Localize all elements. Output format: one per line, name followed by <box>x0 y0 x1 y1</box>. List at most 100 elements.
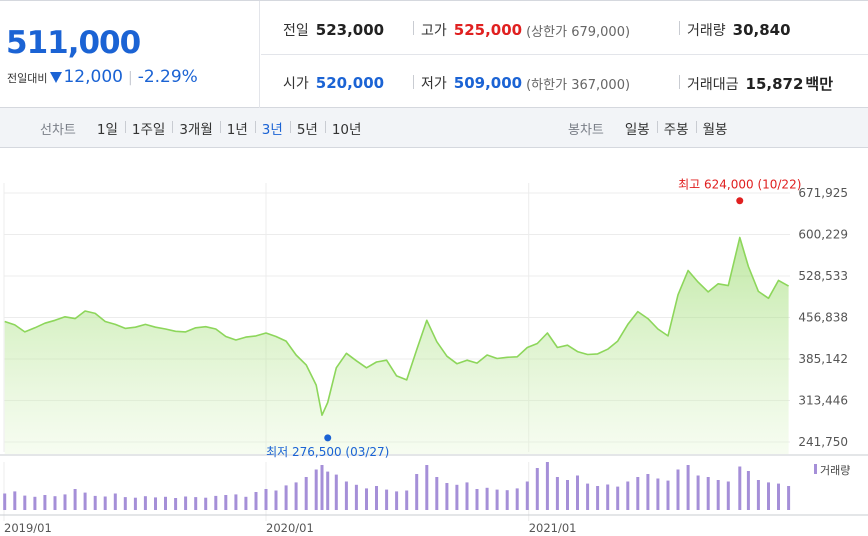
volume-bar <box>666 480 670 510</box>
volume-bar <box>103 496 107 510</box>
candle-chart-periods: 봉차트 일봉 주봉 월봉 <box>568 108 734 148</box>
stat-low: 저가 509,000 (하한가 367,000) <box>421 73 630 93</box>
volume-bar <box>425 465 429 510</box>
line-chart-periods: 선차트 1일 1주일 3개월 1년 3년 5년 10년 <box>40 108 368 148</box>
monthly-candle-button[interactable]: 월봉 <box>695 118 735 138</box>
period-5year-button[interactable]: 5년 <box>289 118 325 138</box>
volume-bar <box>535 468 539 510</box>
volume-bar <box>254 492 258 510</box>
volume-bar <box>777 483 780 510</box>
volume-bar <box>576 475 579 510</box>
stat-high: 고가 525,000 (상한가 679,000) <box>421 20 630 40</box>
volume-bar <box>154 497 157 510</box>
volume-bar <box>626 481 630 510</box>
volume-bar <box>143 496 147 510</box>
stats-row-bottom: 시가 520,000 저가 509,000 (하한가 367,000) 거래대금… <box>261 55 868 108</box>
volume-bar <box>686 465 690 510</box>
price-area-fill <box>4 237 789 454</box>
volume-legend-swatch <box>814 464 817 474</box>
period-3month-button[interactable]: 3개월 <box>172 118 219 138</box>
upper-limit: (상한가 679,000) <box>526 24 631 40</box>
period-1week-button[interactable]: 1주일 <box>124 118 172 138</box>
stat-unit: 백만 <box>805 75 834 93</box>
volume-bar <box>756 480 760 510</box>
volume-bar <box>113 493 117 510</box>
volume-bar <box>405 490 409 510</box>
volume-bar <box>264 489 268 510</box>
volume-bar <box>93 495 97 510</box>
volume-bar <box>435 477 439 510</box>
stat-value: 30,840 <box>732 21 791 39</box>
volume-bar <box>294 482 298 510</box>
price-change: 전일대비 12,000 | -2.29% <box>7 67 198 87</box>
volume-bar <box>415 474 419 510</box>
y-tick-label: 241,750 <box>798 435 848 449</box>
volume-bar <box>204 497 208 510</box>
volume-bar <box>184 496 188 510</box>
volume-bar <box>244 496 248 510</box>
volume-legend-label: 거래량 <box>820 464 850 477</box>
compare-label: 전일대비 <box>7 72 48 85</box>
period-1year-button[interactable]: 1년 <box>219 118 255 138</box>
period-3year-button[interactable]: 3년 <box>254 118 290 138</box>
volume-bar <box>566 480 569 510</box>
volume-bar <box>646 474 650 510</box>
volume-bar <box>23 495 27 510</box>
volume-bar <box>525 481 529 510</box>
volume-bar <box>616 486 620 510</box>
volume-bar <box>395 491 399 510</box>
stat-amount: 거래대금 15,872 백만 <box>687 73 833 94</box>
volume-bar <box>224 495 228 510</box>
volume-bar <box>385 489 389 510</box>
y-tick-label: 385,142 <box>798 352 848 366</box>
divider <box>413 75 414 89</box>
price-chart: 671,925 600,229 528,533 456,838 385,142 313,4… <box>0 178 868 535</box>
chart-period-toolbar: 선차트 1일 1주일 3개월 1년 3년 5년 10년 봉차트 일봉 주봉 월봉 <box>0 108 868 148</box>
volume-bar <box>314 469 318 510</box>
y-tick-label: 600,229 <box>798 228 848 242</box>
x-tick-label: 2020/01 <box>266 521 314 535</box>
stat-value: 523,000 <box>315 21 385 39</box>
volume-bar <box>344 481 348 510</box>
volume-bar <box>596 486 600 510</box>
volume-bar <box>73 489 77 510</box>
volume-bar <box>43 495 47 510</box>
volume-bar <box>274 490 278 510</box>
volume-bar <box>696 475 700 510</box>
stat-value: 520,000 <box>315 74 385 92</box>
change-rate: -2.29% <box>137 67 198 87</box>
period-10year-button[interactable]: 10년 <box>324 118 369 138</box>
volume-bar <box>234 494 238 510</box>
weekly-candle-button[interactable]: 주봉 <box>656 118 696 138</box>
volume-bar <box>3 493 7 510</box>
candle-chart-title: 봉차트 <box>568 122 604 138</box>
stat-value: 509,000 <box>453 74 523 92</box>
volume-bar <box>555 477 559 510</box>
y-tick-label: 456,838 <box>798 311 848 325</box>
volume-bar <box>375 486 378 510</box>
divider <box>413 21 414 35</box>
limit-label: 상한가 <box>531 24 568 40</box>
volume-bar <box>787 486 791 510</box>
volume-bar <box>465 482 469 510</box>
volume-bar <box>320 465 324 510</box>
volume-bar <box>354 484 358 510</box>
volume-bar <box>746 471 750 510</box>
stat-label: 고가 <box>421 23 447 39</box>
x-tick-label: 2019/01 <box>4 521 52 535</box>
volume-bar <box>194 497 198 510</box>
volume-bar <box>716 480 720 510</box>
current-price: 511,000 <box>6 25 141 61</box>
stat-label: 시가 <box>283 76 309 92</box>
change-divider: | <box>127 70 133 86</box>
period-1day-button[interactable]: 1일 <box>96 122 118 138</box>
high-annotation: 최고 624,000 (10/22) <box>678 178 801 192</box>
price-chart-area: 671,925 600,229 528,533 456,838 385,142 313,4… <box>0 149 868 536</box>
daily-candle-button[interactable]: 일봉 <box>624 122 650 138</box>
volume-bar <box>334 474 338 510</box>
high-marker <box>736 197 744 205</box>
stat-value: 15,872 <box>745 74 804 93</box>
volume-bar <box>83 492 87 510</box>
stat-label: 거래대금 <box>687 76 739 93</box>
limit-value: 367,000 <box>571 77 625 93</box>
